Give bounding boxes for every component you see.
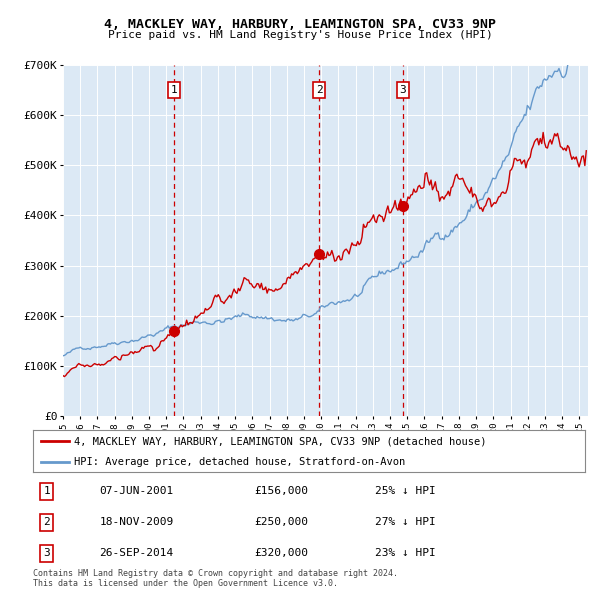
Text: 1: 1 bbox=[170, 85, 177, 95]
Text: 23% ↓ HPI: 23% ↓ HPI bbox=[375, 549, 436, 558]
Text: Contains HM Land Registry data © Crown copyright and database right 2024.
This d: Contains HM Land Registry data © Crown c… bbox=[33, 569, 398, 588]
Text: HPI: Average price, detached house, Stratford-on-Avon: HPI: Average price, detached house, Stra… bbox=[74, 457, 406, 467]
Text: 3: 3 bbox=[43, 549, 50, 558]
Text: 4, MACKLEY WAY, HARBURY, LEAMINGTON SPA, CV33 9NP: 4, MACKLEY WAY, HARBURY, LEAMINGTON SPA,… bbox=[104, 18, 496, 31]
Text: 26-SEP-2014: 26-SEP-2014 bbox=[99, 549, 173, 558]
Text: 2: 2 bbox=[43, 517, 50, 527]
Text: £320,000: £320,000 bbox=[254, 549, 308, 558]
Text: 27% ↓ HPI: 27% ↓ HPI bbox=[375, 517, 436, 527]
Text: 18-NOV-2009: 18-NOV-2009 bbox=[99, 517, 173, 527]
Text: 1: 1 bbox=[43, 487, 50, 496]
Text: Price paid vs. HM Land Registry's House Price Index (HPI): Price paid vs. HM Land Registry's House … bbox=[107, 30, 493, 40]
Text: 2: 2 bbox=[316, 85, 323, 95]
Text: 3: 3 bbox=[400, 85, 406, 95]
Text: 25% ↓ HPI: 25% ↓ HPI bbox=[375, 487, 436, 496]
Text: £156,000: £156,000 bbox=[254, 487, 308, 496]
Text: 4, MACKLEY WAY, HARBURY, LEAMINGTON SPA, CV33 9NP (detached house): 4, MACKLEY WAY, HARBURY, LEAMINGTON SPA,… bbox=[74, 437, 487, 447]
Text: 07-JUN-2001: 07-JUN-2001 bbox=[99, 487, 173, 496]
Text: £250,000: £250,000 bbox=[254, 517, 308, 527]
